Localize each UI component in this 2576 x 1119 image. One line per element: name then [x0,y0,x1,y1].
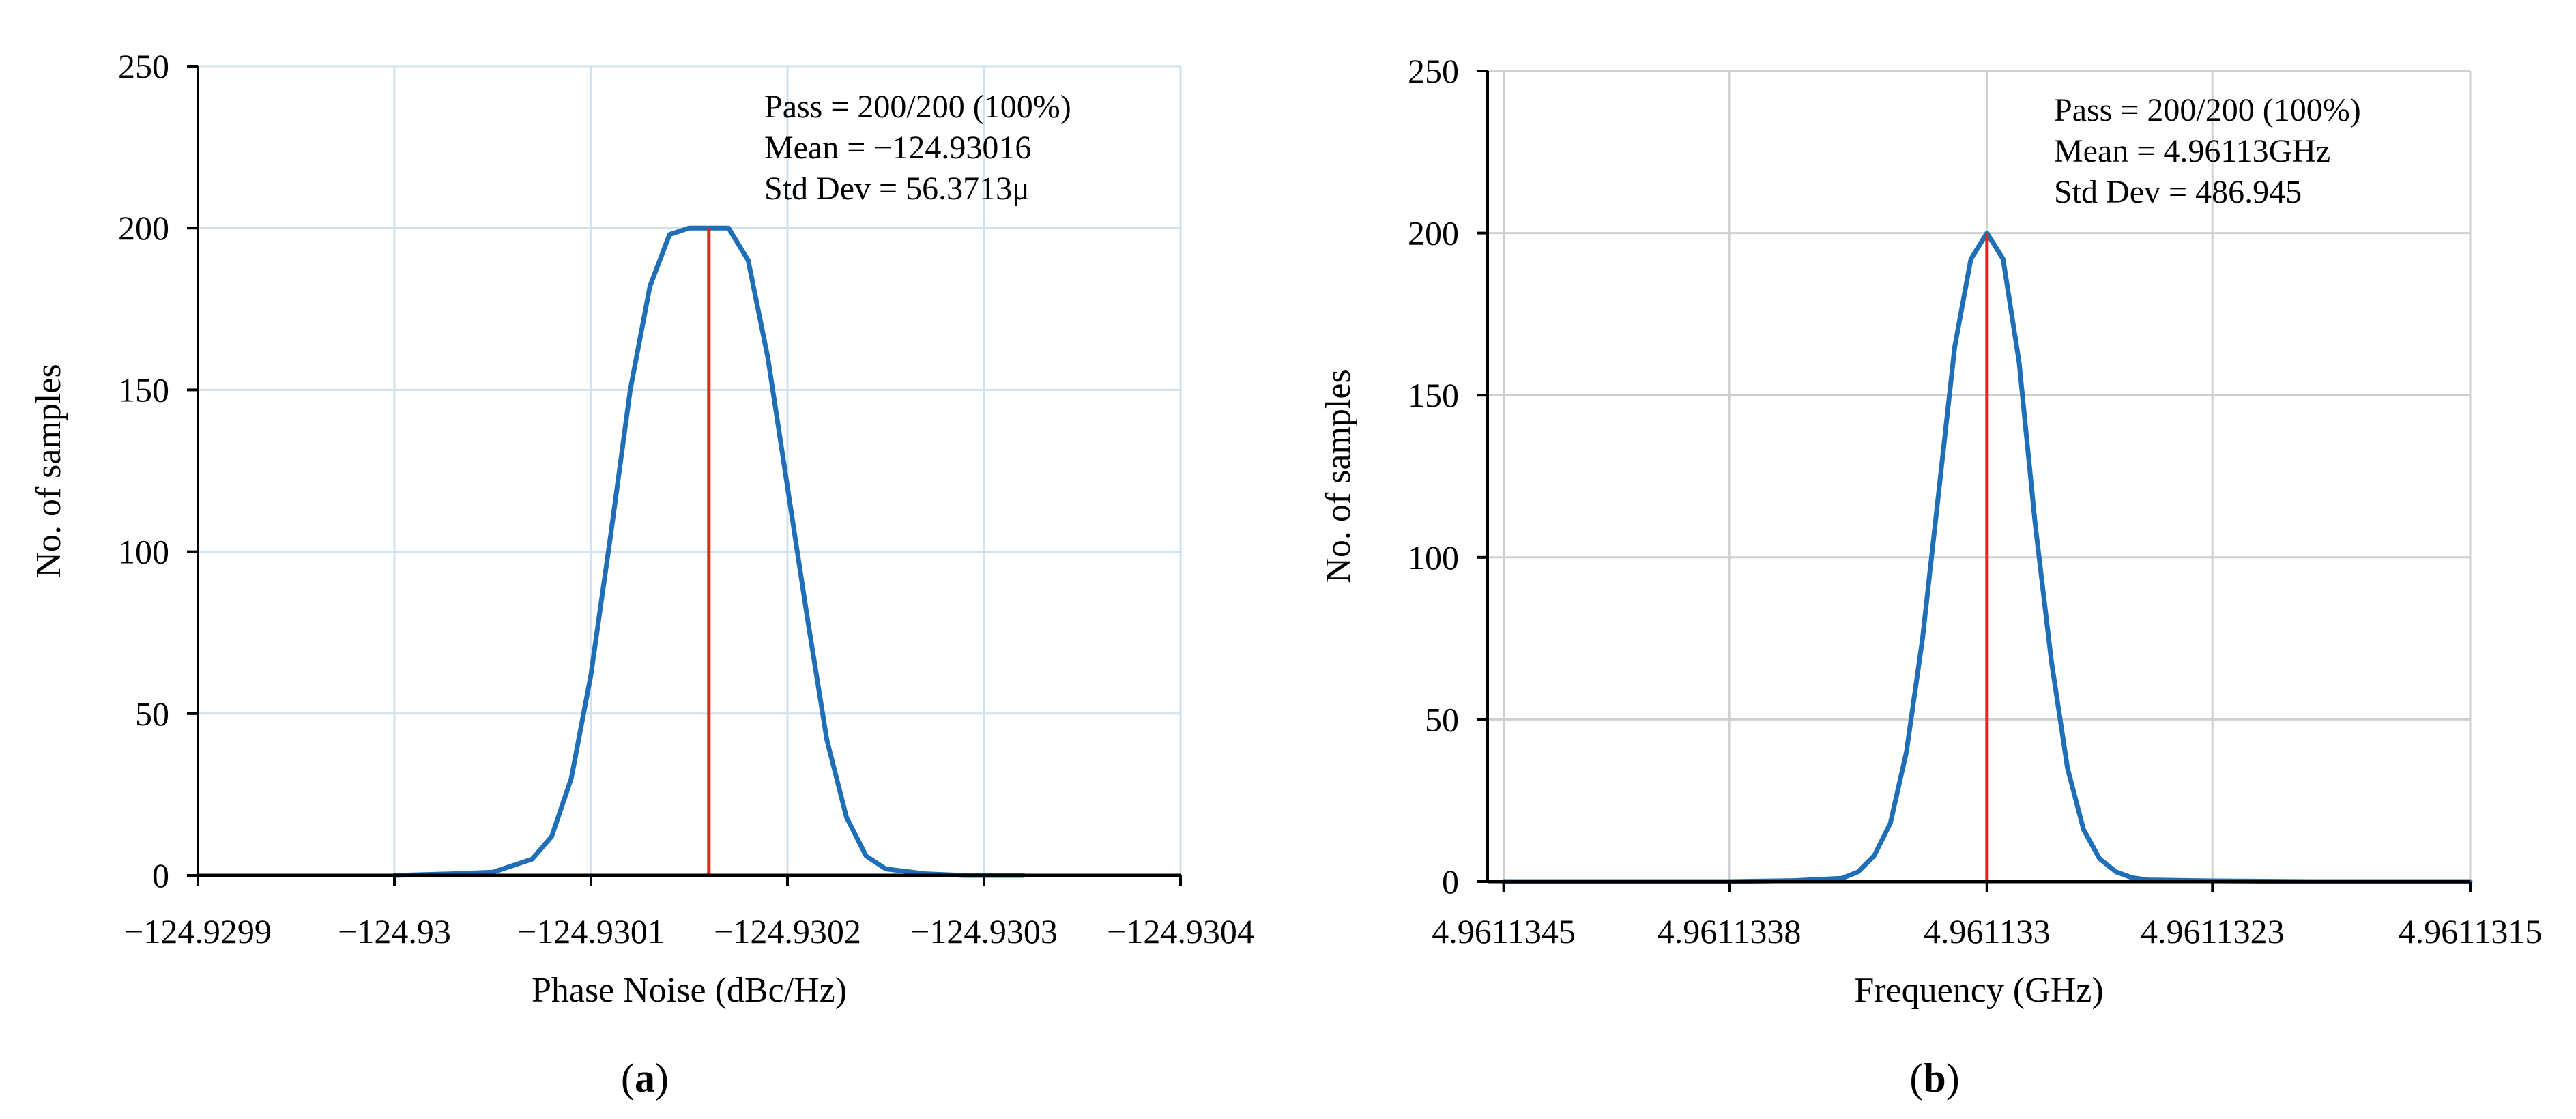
stats-pass-a: Pass = 200/200 (100%) [764,89,1071,125]
grid-b [1488,70,2472,883]
panel-label-a: (a) [621,1056,669,1101]
stats-stddev-a: Std Dev = 56.3713μ [764,171,1030,207]
y-ticks-a: 0 50 100 150 200 250 [118,47,198,895]
curve-group-b [1501,231,2473,884]
y-tick-label: 100 [118,533,169,571]
x-tick-label: −124.93 [338,912,451,950]
y-tick-label: 150 [1408,376,1459,414]
chart-panel-a: 0 50 100 150 200 250 −124.9299 −124.93 −124.930… [29,47,1254,1101]
y-ticks-b: 0 50 100 150 200 250 [1408,52,1488,901]
y-tick-label: 100 [1408,538,1459,577]
y-tick-label: 200 [1408,214,1459,252]
grid-a [197,65,1182,877]
x-ticks-b: 4.9611345 4.9611338 4.961133 4.9611323 4.961… [1432,882,2542,950]
y-tick-label: 150 [118,370,169,409]
y-axis-label-b: No. of samples [1319,369,1358,583]
y-axis-label-a: No. of samples [29,364,68,577]
x-tick-label: −124.9302 [714,912,861,950]
x-tick-label: −124.9299 [124,912,272,950]
x-tick-label: 4.9611345 [1432,912,1576,950]
y-tick-label: 0 [1442,862,1459,901]
y-tick-label: 250 [1408,52,1459,90]
x-axis-label-a: Phase Noise (dBc/Hz) [532,971,847,1010]
x-axis-label-b: Frequency (GHz) [1854,971,2103,1010]
x-tick-label: −124.9304 [1107,912,1254,950]
x-tick-label: −124.9301 [517,912,665,950]
series-line [1501,231,2473,884]
x-tick-label: 4.9611315 [2399,912,2543,950]
y-tick-label: 200 [118,209,169,247]
panel-letter-a: a [635,1056,655,1101]
x-tick-label: 4.9611338 [1658,912,1801,950]
panel-letter-b: b [1923,1056,1945,1101]
x-ticks-a: −124.9299 −124.93 −124.9301 −124.9302 −124.9… [124,875,1254,950]
x-tick-label: 4.961133 [1924,912,2051,950]
stats-pass-b: Pass = 200/200 (100%) [2054,92,2361,128]
x-tick-label: 4.9611323 [2141,912,2285,950]
y-tick-label: 50 [135,695,169,733]
stats-mean-a: Mean = −124.93016 [764,130,1031,166]
y-tick-label: 0 [152,856,169,895]
y-tick-label: 250 [118,47,169,85]
panel-label-b: (b) [1909,1056,1959,1101]
y-tick-label: 50 [1425,700,1459,738]
x-tick-label: −124.9303 [910,912,1058,950]
stats-mean-b: Mean = 4.96113GHz [2054,133,2330,169]
stats-stddev-b: Std Dev = 486.945 [2054,174,2302,210]
